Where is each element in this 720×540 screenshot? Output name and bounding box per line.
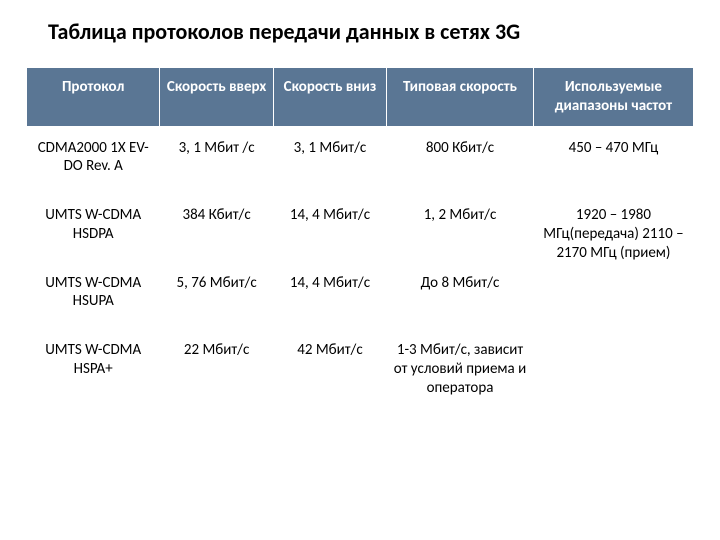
col-typical: Типовая скорость — [387, 68, 534, 127]
cell-down: 42 Мбит/c — [273, 329, 386, 415]
page-title: Таблица протоколов передачи данных в сет… — [48, 18, 694, 45]
cell-up: 22 Мбит/c — [160, 329, 273, 415]
table-row: UMTS W-CDMA HSPA+ 22 Мбит/c 42 Мбит/c 1-… — [27, 329, 694, 415]
table-row: CDMA2000 1X EV-DO Rev. A 3, 1 Мбит /с 3,… — [27, 126, 694, 194]
cell-down: 3, 1 Мбит/с — [273, 126, 386, 194]
cell-typical: 1-3 Мбит/c, зависит от условий приема и … — [387, 329, 534, 415]
col-up: Скорость вверх — [160, 68, 273, 127]
cell-typical: До 8 Мбит/c — [387, 262, 534, 330]
cell-up: 5, 76 Мбит/c — [160, 262, 273, 330]
slide: Таблица протоколов передачи данных в сет… — [0, 0, 720, 540]
cell-freq: 1920 – 1980 MГц(передача) 2110 – 2170 МГ… — [533, 194, 693, 329]
col-down: Скорость вниз — [273, 68, 386, 127]
cell-up: 384 Кбит/с — [160, 194, 273, 262]
table-row: UMTS W-CDMA HSDPA 384 Кбит/с 14, 4 Мбит/… — [27, 194, 694, 262]
cell-freq — [533, 329, 693, 415]
cell-up: 3, 1 Мбит /с — [160, 126, 273, 194]
cell-down: 14, 4 Мбит/c — [273, 194, 386, 262]
cell-protocol: UMTS W-CDMA HSDPA — [27, 194, 160, 262]
cell-freq: 450 – 470 МГц — [533, 126, 693, 194]
cell-protocol: CDMA2000 1X EV-DO Rev. A — [27, 126, 160, 194]
cell-down: 14, 4 Мбит/c — [273, 262, 386, 330]
col-protocol: Протокол — [27, 68, 160, 127]
cell-protocol: UMTS W-CDMA HSUPA — [27, 262, 160, 330]
col-freq: Используемые диапазоны частот — [533, 68, 693, 127]
cell-typical: 1, 2 Мбит/c — [387, 194, 534, 262]
table-header-row: Протокол Скорость вверх Скорость вниз Ти… — [27, 68, 694, 127]
protocols-table: Протокол Скорость вверх Скорость вниз Ти… — [26, 67, 694, 415]
cell-protocol: UMTS W-CDMA HSPA+ — [27, 329, 160, 415]
cell-typical: 800 Кбит/с — [387, 126, 534, 194]
